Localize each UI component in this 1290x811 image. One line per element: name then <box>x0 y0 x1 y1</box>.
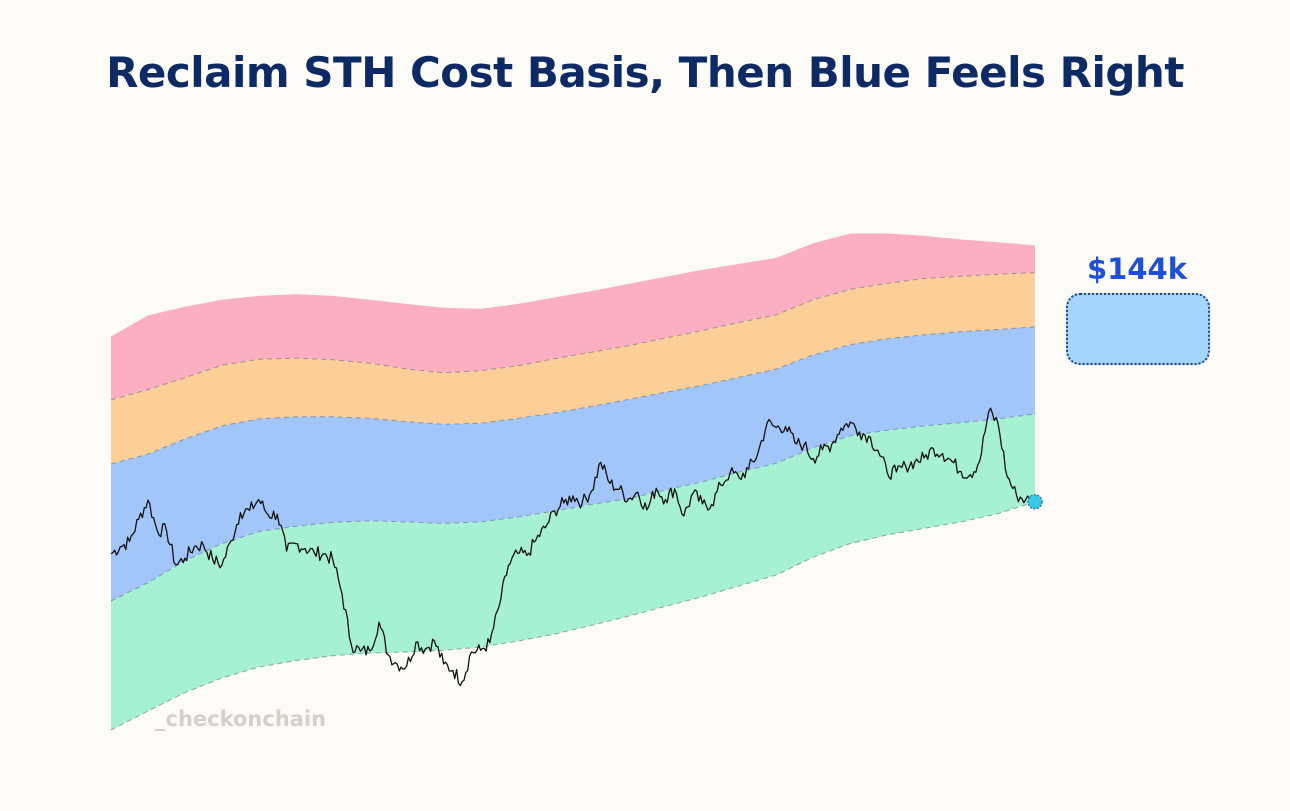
band-red <box>111 233 1035 400</box>
last-price-point <box>1027 494 1043 510</box>
chart-title: Reclaim STH Cost Basis, Then Blue Feels … <box>106 48 1184 97</box>
last-price-marker-layer <box>1027 494 1043 510</box>
band-green <box>111 414 1035 730</box>
watermark: _checkonchain <box>155 707 327 731</box>
bands-layer <box>111 233 1035 730</box>
band-boundaries-layer <box>110 272 1036 731</box>
callout-box <box>1066 293 1210 365</box>
band-orange <box>111 272 1035 464</box>
callout-price-label: $144k <box>1087 252 1187 286</box>
band-green-lower-boundary <box>110 501 1036 731</box>
band-red-lower-boundary <box>110 272 1036 401</box>
band-blue <box>111 326 1035 601</box>
price-line <box>110 407 1036 687</box>
price-layer <box>110 407 1036 687</box>
band-orange-lower-boundary <box>110 326 1036 465</box>
band-blue-lower-boundary <box>110 413 1036 602</box>
